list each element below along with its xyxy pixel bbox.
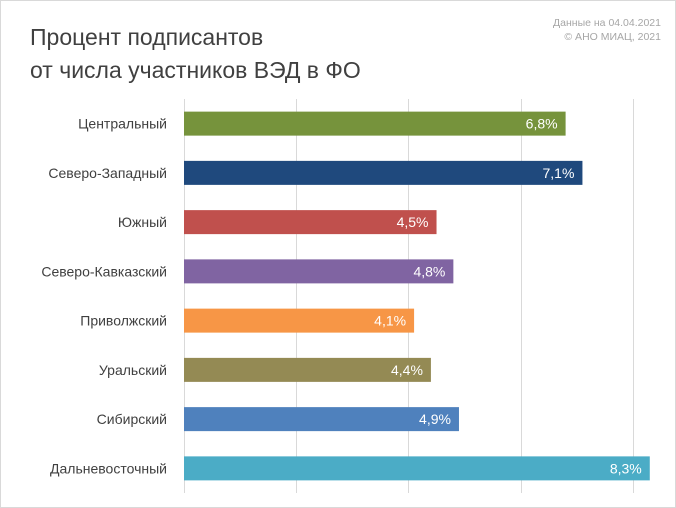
- bar: [184, 308, 415, 333]
- source-date: Данные на 04.04.2021: [553, 17, 661, 29]
- category-label: Приволжский: [80, 313, 167, 329]
- chart-title: Процент подписантов от числа участников …: [30, 21, 361, 87]
- bar: [184, 111, 566, 136]
- chart-title-line-1: Процент подписантов: [30, 24, 264, 50]
- category-label: Дальневосточный: [50, 460, 167, 476]
- bar: [184, 456, 650, 481]
- bar: [184, 160, 583, 185]
- category-label: Южный: [118, 214, 167, 230]
- value-label: 4,4%: [391, 362, 423, 378]
- value-label: 4,9%: [419, 411, 451, 427]
- category-label: Северо-Кавказский: [41, 263, 167, 279]
- category-label: Сибирский: [97, 411, 167, 427]
- category-label: Уральский: [99, 362, 167, 378]
- bar: [184, 210, 437, 235]
- value-label: 6,8%: [526, 116, 558, 132]
- category-label: Северо-Западный: [48, 165, 167, 181]
- bar: [184, 357, 431, 382]
- value-label: 8,3%: [610, 460, 642, 476]
- value-label: 4,1%: [374, 313, 406, 329]
- source-copyright: © АНО МИАЦ, 2021: [564, 31, 661, 43]
- value-label: 4,8%: [413, 263, 445, 279]
- source-note: Данные на 04.04.2021 © АНО МИАЦ, 2021: [553, 16, 661, 44]
- value-label: 7,1%: [543, 165, 575, 181]
- bar: [184, 259, 454, 284]
- chart-title-line-2: от числа участников ВЭД в ФО: [30, 57, 361, 83]
- value-label: 4,5%: [397, 214, 429, 230]
- category-label: Центральный: [78, 116, 167, 132]
- bar: [184, 407, 459, 432]
